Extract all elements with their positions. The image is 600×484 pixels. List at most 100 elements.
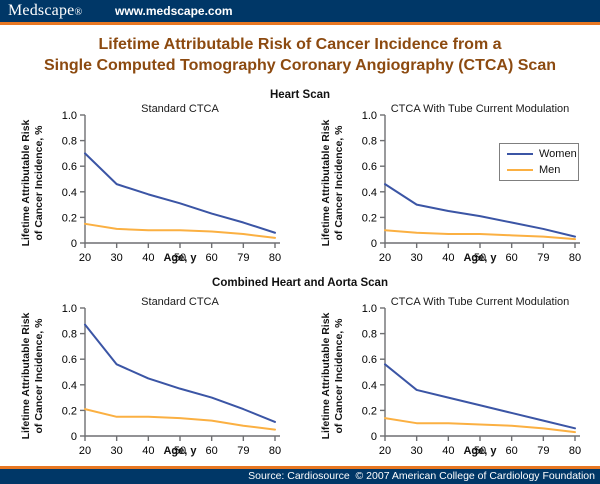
x-tick-label: 79 (537, 445, 549, 457)
series-line-women (384, 363, 576, 430)
series-line-women (384, 183, 576, 238)
y-tick-label: 0 (71, 431, 77, 443)
y-axis-label: Lifetime Attributable Risk of Cancer Inc… (320, 296, 348, 456)
y-tick-label: 0.8 (362, 329, 377, 341)
x-tick-label: 80 (269, 445, 281, 457)
legend-label-men: Men (539, 164, 561, 176)
y-axis-label-line2: of Cancer Incidence, % (333, 125, 345, 241)
chart-combined-tube-current-modulation: 0 0.2 0.4 0.6 0.8 1.0 20 30 40 50 60 79 80 CTCA With… (300, 293, 600, 465)
chart-combined-standard-ctca: 0 0.2 0.4 0.6 0.8 1.0 20 30 40 50 60 79 80 Standard … (0, 293, 300, 465)
y-axis-label-line2: of Cancer Incidence, % (33, 318, 45, 434)
x-tick-label: 80 (269, 252, 281, 264)
y-axis-label-line2: of Cancer Incidence, % (333, 318, 345, 434)
y-tick-label: 0.6 (362, 354, 377, 366)
series-line-men (384, 417, 576, 434)
x-tick-label: 20 (79, 445, 91, 457)
figure-title-line2: Single Computed Tomography Coronary Angi… (43, 57, 556, 74)
series-line-women (84, 323, 276, 423)
header-bar: Medscape® www.medscape.com (0, 0, 600, 22)
x-tick-label: 50 (174, 252, 186, 264)
y-tick-label: 0.8 (362, 136, 377, 148)
x-tick-label: 40 (142, 252, 154, 264)
x-axis-label: Age, y (163, 445, 197, 457)
x-axis-label: Age, y (163, 252, 197, 264)
chart-heart-standard-ctca: 0 0.2 0.4 0.6 0.8 1.0 20 30 40 50 60 79 80 Standard … (0, 100, 300, 272)
orange-rule-bottom (0, 466, 600, 469)
y-tick-label: 1.0 (62, 110, 77, 122)
y-tick-label: 0.8 (62, 136, 77, 148)
y-tick-label: 0.2 (362, 405, 377, 417)
x-tick-label: 30 (411, 252, 423, 264)
chart-heart-tube-current-modulation: 0 0.2 0.4 0.6 0.8 1.0 20 30 40 50 60 79 80 CTCA With… (300, 100, 600, 272)
registered-mark: ® (74, 7, 83, 18)
x-tick-label: 79 (237, 445, 249, 457)
y-axis-label: Lifetime Attributable Risk of Cancer Inc… (20, 103, 48, 263)
series-line-men (84, 408, 276, 431)
x-axis-label: Age, y (463, 445, 497, 457)
y-tick-label: 1.0 (362, 303, 377, 315)
x-tick-label: 79 (537, 252, 549, 264)
y-tick-label: 0.6 (62, 161, 77, 173)
y-tick-label: 1.0 (62, 303, 77, 315)
x-tick-label: 40 (442, 445, 454, 457)
series-line-men (384, 229, 576, 241)
men-line-swatch (507, 169, 533, 171)
women-line-swatch (507, 153, 533, 155)
footer-bar (0, 469, 600, 484)
y-axis-label: Lifetime Attributable Risk of Cancer Inc… (20, 296, 48, 456)
x-tick-label: 50 (174, 445, 186, 457)
y-axis-label: Lifetime Attributable Risk of Cancer Inc… (320, 103, 348, 263)
y-tick-label: 0.8 (62, 329, 77, 341)
x-tick-label: 80 (569, 252, 581, 264)
chart-title: CTCA With Tube Current Modulation (390, 103, 570, 115)
y-tick-label: 0 (71, 238, 77, 250)
x-tick-label: 60 (206, 445, 218, 457)
chart-title: CTCA With Tube Current Modulation (390, 296, 570, 308)
y-tick-label: 0 (371, 431, 377, 443)
x-tick-label: 40 (142, 445, 154, 457)
x-tick-label: 40 (442, 252, 454, 264)
x-tick-label: 20 (379, 252, 391, 264)
y-tick-label: 0 (371, 238, 377, 250)
section-heading-heart-scan: Heart Scan (269, 89, 331, 101)
y-axis-label-line1: Lifetime Attributable Risk (320, 119, 332, 247)
y-tick-label: 0.6 (62, 354, 77, 366)
y-tick-label: 0.2 (362, 212, 377, 224)
chart-title: Standard CTCA (141, 296, 219, 308)
x-tick-label: 79 (237, 252, 249, 264)
medscape-logo: Medscape® (8, 2, 82, 20)
x-tick-label: 30 (111, 252, 123, 264)
x-tick-label: 30 (411, 445, 423, 457)
series-line-women (84, 152, 276, 234)
y-tick-label: 0.4 (362, 380, 377, 392)
x-tick-label: 50 (474, 445, 486, 457)
chart-title: Standard CTCA (141, 103, 219, 115)
plot-area: 0 0.2 0.4 0.6 0.8 1.0 20 30 40 50 60 79 80 (362, 303, 581, 457)
legend-label-women: Women (539, 148, 577, 160)
y-tick-label: 1.0 (362, 110, 377, 122)
plot-area: 0 0.2 0.4 0.6 0.8 1.0 20 30 40 50 60 79 80 (362, 110, 581, 264)
y-axis-label-line1: Lifetime Attributable Risk (20, 312, 32, 440)
x-tick-label: 80 (569, 445, 581, 457)
y-axis-label-line2: of Cancer Incidence, % (33, 125, 45, 241)
x-tick-label: 60 (506, 252, 518, 264)
x-tick-label: 60 (506, 445, 518, 457)
y-axis-label-line1: Lifetime Attributable Risk (320, 312, 332, 440)
legend-item-men: Men (507, 164, 578, 176)
header-url: www.medscape.com (115, 4, 233, 18)
plot-area: 0 0.2 0.4 0.6 0.8 1.0 20 30 40 50 60 79 80 (62, 303, 281, 457)
y-tick-label: 0.2 (62, 212, 77, 224)
y-tick-label: 0.4 (362, 187, 377, 199)
x-axis-label: Age, y (463, 252, 497, 264)
medscape-logo-text: Medscape (8, 2, 75, 19)
legend-item-women: Women (507, 148, 578, 160)
x-tick-label: 20 (79, 252, 91, 264)
y-tick-label: 0.4 (62, 187, 77, 199)
x-tick-label: 30 (111, 445, 123, 457)
x-tick-label: 50 (474, 252, 486, 264)
y-tick-label: 0.4 (62, 380, 77, 392)
series-line-men (84, 222, 276, 239)
x-tick-label: 20 (379, 445, 391, 457)
orange-rule-top (0, 22, 600, 25)
